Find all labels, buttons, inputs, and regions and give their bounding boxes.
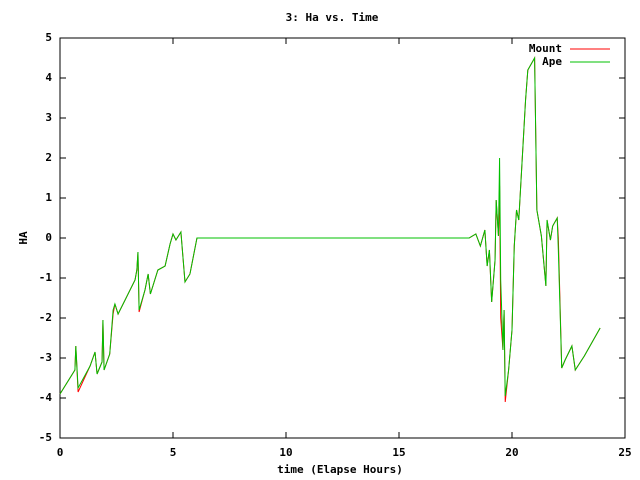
y-tick-label: 2: [45, 151, 52, 164]
y-axis-label: HA: [17, 231, 30, 245]
x-tick-label: 0: [57, 446, 64, 459]
y-tick-label: -2: [39, 311, 52, 324]
y-tick-label: 5: [45, 31, 52, 44]
x-tick-label: 5: [170, 446, 177, 459]
legend-label: Mount: [529, 42, 562, 55]
y-tick-label: 4: [45, 71, 52, 84]
y-tick-label: -1: [39, 271, 53, 284]
y-tick-label: 0: [45, 231, 52, 244]
y-tick-label: -5: [39, 431, 52, 444]
series-line: [59, 56, 601, 397]
x-tick-label: 15: [392, 446, 405, 459]
chart-title: 3: Ha vs. Time: [286, 11, 379, 24]
x-axis-label: time (Elapse Hours): [277, 463, 403, 476]
x-tick-label: 20: [505, 446, 518, 459]
y-tick-label: -3: [39, 351, 52, 364]
x-tick-label: 10: [279, 446, 292, 459]
y-tick-label: -4: [39, 391, 53, 404]
y-tick-label: 3: [45, 111, 52, 124]
x-tick-label: 25: [618, 446, 631, 459]
legend-label: Ape: [542, 55, 562, 68]
y-tick-label: 1: [45, 191, 52, 204]
